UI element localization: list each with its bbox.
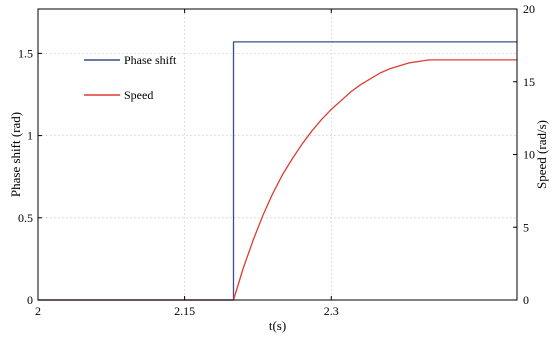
left-y-tick-label: 0 (27, 293, 33, 307)
right-y-tick-label: 20 (523, 2, 535, 16)
legend-label-phase-shift: Phase shift (124, 53, 177, 67)
series-line-speed (38, 59, 517, 301)
right-y-tick-label: 15 (523, 75, 535, 89)
left-y-tick-label: 1.5 (18, 46, 33, 60)
right-y-tick-label: 10 (523, 148, 535, 162)
right-y-axis-title: Speed (rad/s) (534, 120, 549, 189)
right-y-tick-label: 0 (523, 293, 529, 307)
right-y-tick-label: 5 (523, 220, 529, 234)
left-y-axis-title: Phase shift (rad) (8, 112, 23, 197)
x-axis-ticks: 2 2.15 2.3 (35, 9, 339, 318)
series-lines (38, 41, 517, 301)
legend: Phase shift Speed (84, 53, 177, 102)
x-tick-label: 2.15 (174, 304, 195, 318)
series-line-phase-shift (38, 41, 517, 301)
x-tick-label: 2.3 (324, 304, 339, 318)
grid-lines (38, 9, 517, 300)
right-y-axis-ticks: 0 5 10 15 20 (513, 2, 535, 307)
left-y-axis-ticks: 0 0.5 1 1.5 (18, 46, 42, 307)
x-axis-title: t(s) (269, 318, 286, 333)
left-y-tick-label: 1 (27, 129, 33, 143)
x-tick-label: 2 (35, 304, 41, 318)
plot-frame (37, 8, 518, 301)
legend-label-speed: Speed (124, 88, 153, 102)
left-y-tick-label: 0.5 (18, 211, 33, 225)
